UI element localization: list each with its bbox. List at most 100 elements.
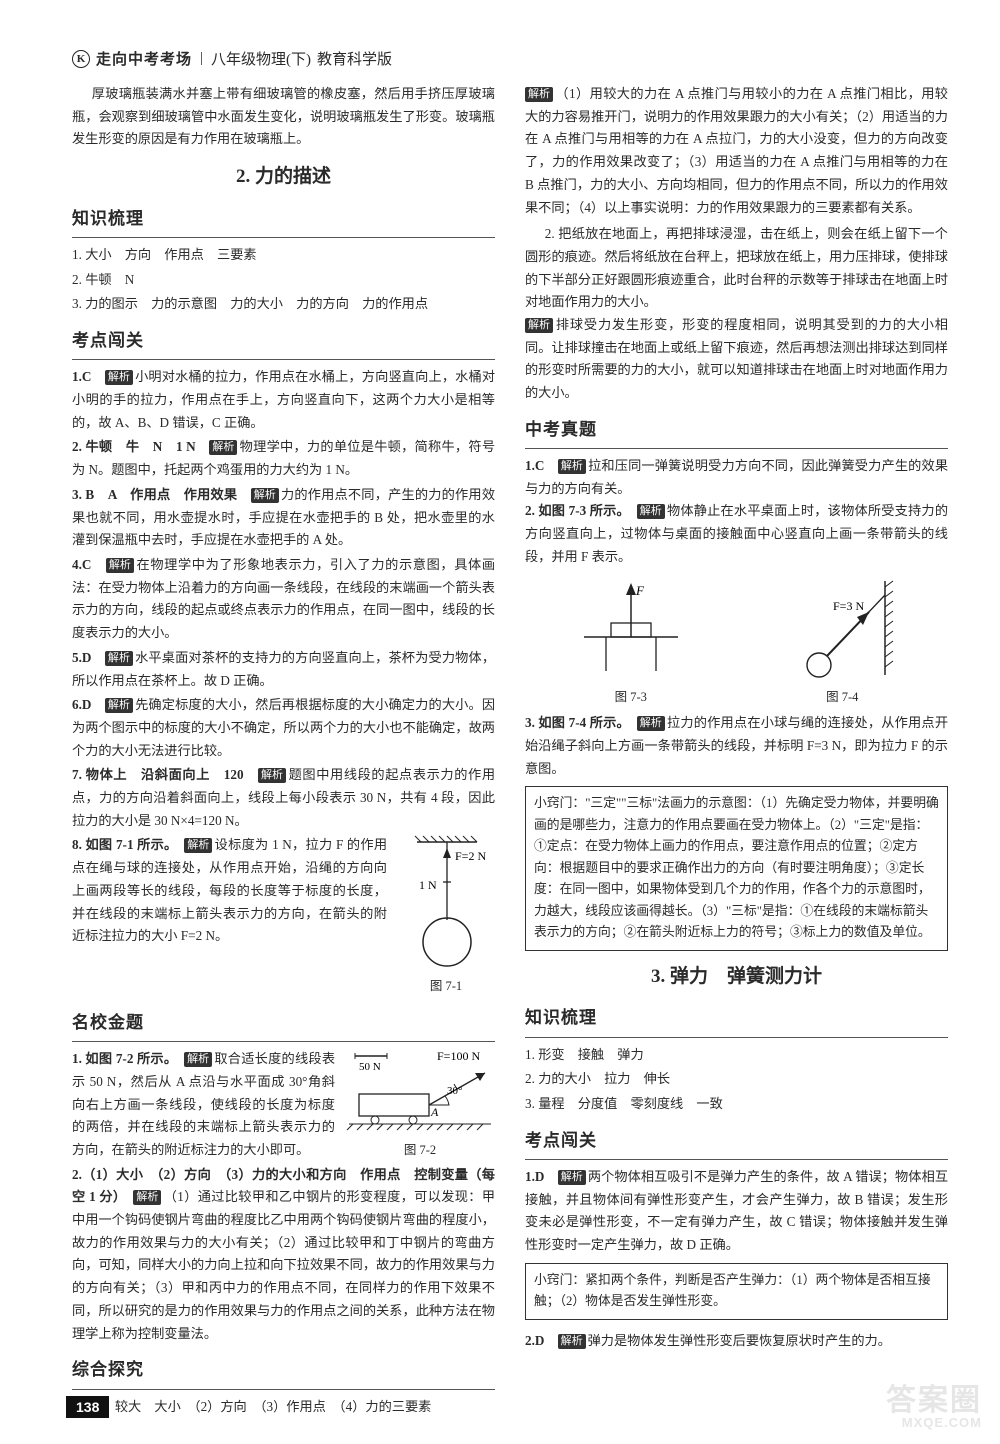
- mx-list: 1. 如图 7-2 所示。 解析取合适长度的线段表示 50 N，然后从 A 点沿…: [72, 1048, 495, 1345]
- fig-caption: 图 7-4: [777, 687, 907, 709]
- item-prefix: 3. 如图 7-4 所示。: [525, 715, 623, 730]
- figure-7-3: F 图 7-3: [566, 575, 696, 709]
- list-item: 8. 如图 7-1 所示。 解析设标度为 1 N，拉力 F 的作用点在绳与球的连…: [72, 834, 495, 998]
- item-prefix: 1.C: [525, 458, 544, 473]
- zh-heading: 综合探究: [72, 1355, 495, 1384]
- item-prefix: 2.D: [525, 1333, 544, 1348]
- item-body: 拉和压同一弹簧说明受力方向不同，因此弹簧受力产生的效果与力的方向有关。: [525, 458, 948, 496]
- list-item: 3. 量程 分度值 零刻度线 一致: [525, 1093, 948, 1116]
- analysis-tag: 解析: [558, 1334, 586, 1349]
- item-prefix: 1.C: [72, 369, 91, 384]
- svg-text:1 N: 1 N: [419, 878, 437, 892]
- grade-label: 八年级物理(下): [211, 48, 311, 69]
- fig-caption: 图 7-3: [566, 687, 696, 709]
- analysis-tag: 解析: [258, 768, 286, 783]
- list-item: 1. 形变 接触 弹力: [525, 1044, 948, 1067]
- kd3-heading: 考点闯关: [525, 1126, 948, 1155]
- analysis-tag: 解析: [558, 459, 586, 474]
- analysis-tag: 解析: [209, 440, 237, 455]
- list-item: 6.D 解析先确定标度的大小，然后再根据标度的大小确定力的大小。因为两个图示中的…: [72, 694, 495, 762]
- svg-text:50 N: 50 N: [359, 1061, 381, 1073]
- zk3: 3. 如图 7-4 所示。 解析拉力的作用点在小球与绳的连接处，从作用点开始沿绳…: [525, 712, 948, 780]
- list-item: 1. 大小 方向 作用点 三要素: [72, 244, 495, 267]
- watermark: 答案圈 MXQE.COM: [886, 1385, 982, 1430]
- item-body: （1）通过比较甲和乙中钢片的形变程度，可以发现：甲中用一个钩码使钢片弯曲的程度比…: [72, 1189, 495, 1340]
- list-item: 4.C 解析在物理学中为了形象地表示力，引入了力的示意图，具体画法：在受力物体上…: [72, 554, 495, 645]
- svg-text:30°: 30°: [447, 1085, 462, 1097]
- analysis-tag: 解析: [106, 558, 134, 573]
- book-title: 走向中考考场: [96, 48, 192, 69]
- item-prefix: 7. 物体上 沿斜面向上 120: [72, 767, 244, 782]
- analysis-tag: 解析: [637, 504, 665, 519]
- page-number: 138: [66, 1396, 109, 1418]
- analysis-tag: 解析: [251, 488, 279, 503]
- analysis-tag: 解析: [105, 698, 133, 713]
- item-body: 设标度为 1 N，拉力 F 的作用点在绳与球的连接处，从作用点开始，沿绳的方向向…: [72, 837, 387, 943]
- item-prefix: 8. 如图 7-1 所示。: [72, 837, 171, 852]
- item-body: 两个物体相互吸引不是弹力产生的条件，故 A 错误；物体相互接触，并且物体间有弹性…: [525, 1169, 948, 1252]
- mx-heading: 名校金题: [72, 1008, 495, 1037]
- watermark-big: 答案圈: [886, 1384, 982, 1417]
- kd3-2: 2.D 解析弹力是物体发生弹性形变后要恢复原状时产生的力。: [525, 1330, 948, 1353]
- svg-text:F=3 N: F=3 N: [833, 599, 864, 613]
- zs-heading: 知识梳理: [72, 204, 495, 233]
- analysis-tag: 解析: [184, 1052, 212, 1067]
- list-item: 7. 物体上 沿斜面向上 120 解析题图中用线段的起点表示力的作用点，力的方向…: [72, 764, 495, 832]
- publisher-label: 教育科学版: [317, 48, 392, 69]
- analysis-tag: 解析: [525, 318, 553, 333]
- section-3-title: 3. 弹力 弹簧测力计: [525, 961, 948, 994]
- list-item: 3. B A 作用点 作用效果 解析力的作用点不同，产生的力的作用效果也就不同，…: [72, 484, 495, 552]
- item-prefix: 2. 牛顿 牛 N 1 N: [72, 439, 196, 454]
- left-column: 厚玻璃瓶装满水并塞上带有细玻璃管的橡皮塞，然后用手挤压厚玻璃瓶，会观察到细玻璃管…: [72, 83, 495, 1418]
- divider: [72, 359, 495, 360]
- list-item: 2. 牛顿 N: [72, 269, 495, 292]
- kd3-1: 1.D 解析两个物体相互吸引不是弹力产生的条件，故 A 错误；物体相互接触，并且…: [525, 1166, 948, 1257]
- item-body: 水平桌面对茶杯的支持力的方向竖直向上，茶杯为受力物体，所以作用点在茶杯上。故 D…: [72, 650, 495, 688]
- zs3-list: 1. 形变 接触 弹力 2. 力的大小 拉力 伸长 3. 量程 分度值 零刻度线…: [525, 1044, 948, 1116]
- list-item: 3. 力的图示 力的示意图 力的大小 力的方向 力的作用点: [72, 293, 495, 316]
- analysis-tag: 解析: [558, 1170, 586, 1185]
- watermark-small: MXQE.COM: [886, 1416, 982, 1430]
- svg-text:F=100 N: F=100 N: [437, 1049, 480, 1063]
- item-prefix: 5.D: [72, 650, 91, 665]
- zh-item: 1.（1）较大 大小 （2）方向 （3）作用点 （4）力的三要素: [72, 1396, 495, 1419]
- list-item: 1.C 解析小明对水桶的拉力，作用点在水桶上，方向竖直向上，水桶对小明的手的拉力…: [72, 366, 495, 434]
- analysis-tag: 解析: [105, 651, 133, 666]
- divider: [72, 1041, 495, 1042]
- svg-text:A: A: [430, 1105, 439, 1119]
- analysis-tag: 解析: [525, 87, 553, 102]
- right-column: 解析（1）用较大的力在 A 点推门与用较小的力在 A 点推门相比，用较大的力容易…: [525, 83, 948, 1418]
- section-2-title: 2. 力的描述: [72, 161, 495, 194]
- list-item: 1. 如图 7-2 所示。 解析取合适长度的线段表示 50 N，然后从 A 点沿…: [72, 1048, 495, 1162]
- item-body: 在物理学中为了形象地表示力，引入了力的示意图，具体画法：在受力物体上沿着力的方向…: [72, 557, 495, 640]
- item-body: 排球受力发生形变，形变的程度相同，说明其受到的力的大小相同。让排球撞击在地面上或…: [525, 317, 948, 400]
- separator: |: [200, 50, 203, 67]
- divider: [525, 1037, 948, 1038]
- divider: [72, 237, 495, 238]
- page-header: K 走向中考考场 | 八年级物理(下) 教育科学版: [72, 48, 948, 69]
- figure-7-4: F=3 N 图 7-4: [777, 575, 907, 709]
- item-body: 先确定标度的大小，然后再根据标度的大小确定力的大小。因为两个图示中的标度的大小不…: [72, 697, 495, 757]
- analysis-tag: 解析: [637, 716, 665, 731]
- zk1: 1.C 解析拉和压同一弹簧说明受力方向不同，因此弹簧受力产生的效果与力的方向有关…: [525, 455, 948, 500]
- kd-list: 1.C 解析小明对水桶的拉力，作用点在水桶上，方向竖直向上，水桶对小明的手的拉力…: [72, 366, 495, 998]
- item-prefix: 1.D: [525, 1169, 544, 1184]
- r2-prefix: 2. 把纸放在地面上，再把排球浸湿，击在纸上，则会在纸上留下一个圆形的痕迹。然后…: [525, 223, 948, 314]
- zk2: 2. 如图 7-3 所示。 解析物体静止在水平桌面上时，该物体所受支持力的方向竖…: [525, 500, 948, 568]
- divider: [525, 1159, 948, 1160]
- r1: 解析（1）用较大的力在 A 点推门与用较小的力在 A 点推门相比，用较大的力容易…: [525, 83, 948, 219]
- zs-list: 1. 大小 方向 作用点 三要素 2. 牛顿 N 3. 力的图示 力的示意图 力…: [72, 244, 495, 316]
- zk-heading: 中考真题: [525, 415, 948, 444]
- item-body: 取合适长度的线段表示 50 N，然后从 A 点沿与水平面成 30°角斜向右上方画…: [72, 1051, 335, 1157]
- list-item: 5.D 解析水平桌面对茶杯的支持力的方向竖直向上，茶杯为受力物体，所以作用点在茶…: [72, 647, 495, 692]
- svg-text:F=2 N: F=2 N: [455, 849, 486, 863]
- analysis-tag: 解析: [105, 370, 133, 385]
- item-prefix: 3. B A 作用点 作用效果: [72, 487, 237, 502]
- item-body: 弹力是物体发生弹性形变后要恢复原状时产生的力。: [588, 1333, 891, 1348]
- tip-box-2: 小窍门：紧扣两个条件，判断是否产生弹力：（1）两个物体是否相互接触；（2）物体是…: [525, 1263, 948, 1320]
- divider: [72, 1389, 495, 1390]
- item-prefix: 1. 如图 7-2 所示。: [72, 1051, 171, 1066]
- divider: [525, 448, 948, 449]
- item-prefix: 4.C: [72, 557, 91, 572]
- analysis-tag: 解析: [184, 838, 212, 853]
